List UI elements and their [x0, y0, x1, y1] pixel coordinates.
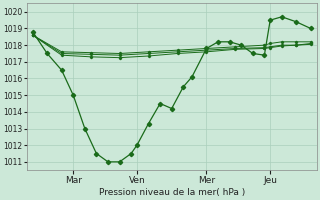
X-axis label: Pression niveau de la mer( hPa ): Pression niveau de la mer( hPa ) — [99, 188, 245, 197]
